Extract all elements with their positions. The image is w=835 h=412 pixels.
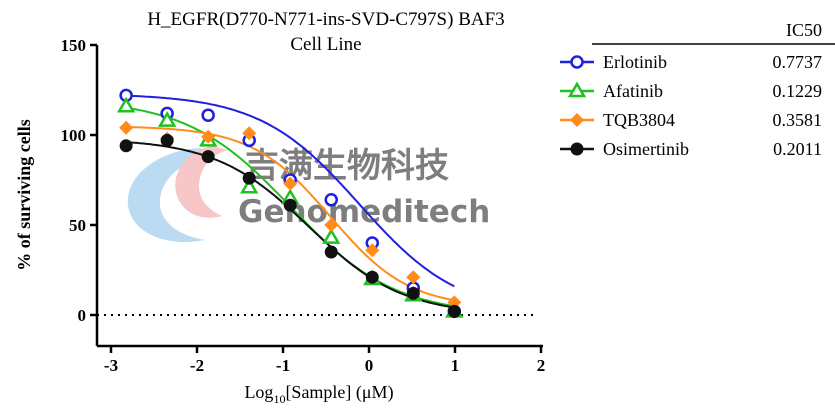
legend-label: Afatinib [603, 81, 663, 101]
x-axis-ticks: -3 -2 -1 0 1 2 [104, 346, 545, 375]
y-tick-label: 0 [78, 306, 87, 325]
watermark-logo-icon [127, 146, 228, 243]
x-tick-label: 2 [537, 356, 546, 375]
legend-ic50-value: 0.2011 [773, 139, 822, 159]
legend-marker-osimertinib [570, 142, 584, 156]
watermark-en-text: Genomeditech [238, 194, 490, 230]
data-point-osimertinib [242, 171, 256, 185]
data-point-osimertinib [324, 245, 338, 259]
x-tick-label: -3 [104, 356, 118, 375]
fit-curve-erlotinib [126, 94, 455, 288]
legend-label: TQB3804 [603, 110, 675, 130]
y-tick-label: 150 [61, 36, 87, 55]
data-points [116, 88, 464, 319]
data-point-osimertinib [365, 270, 379, 284]
data-point-osimertinib [406, 286, 420, 300]
data-point-tqb3804 [242, 126, 257, 141]
legend: IC50 Erlotinib 0.7737 Afatinib 0.1229 TQB380… [560, 20, 835, 159]
legend-label: Osimertinib [603, 139, 689, 159]
legend-marker-erlotinib [570, 55, 584, 69]
data-point-osimertinib [283, 198, 297, 212]
data-point-osimertinib [160, 133, 174, 147]
x-axis-label-suffix: [Sample] (μM) [285, 382, 393, 403]
data-point-tqb3804 [119, 120, 134, 135]
x-axis-label: Log10[Sample] (μM) [244, 382, 393, 406]
y-axis-label: % of surviving cells [14, 119, 34, 271]
data-point-osimertinib [119, 139, 133, 153]
data-point-afatinib [240, 177, 259, 194]
x-axis-label-subscript: 10 [273, 392, 285, 406]
data-point-afatinib [116, 96, 136, 113]
data-point-tqb3804 [201, 129, 216, 144]
legend-label: Erlotinib [603, 52, 667, 72]
chart-title-line2: Cell Line [290, 34, 361, 55]
data-point-osimertinib [201, 150, 215, 164]
y-tick-label: 100 [61, 126, 87, 145]
data-point-erlotinib [324, 193, 338, 207]
x-tick-label: 1 [451, 356, 460, 375]
legend-items: Erlotinib 0.7737 Afatinib 0.1229 TQB3804 0.35… [560, 52, 822, 159]
data-point-tqb3804 [283, 176, 298, 191]
data-point-tqb3804 [324, 218, 339, 232]
legend-marker-afatinib [567, 81, 587, 98]
data-point-tqb3804 [406, 270, 421, 285]
data-point-tqb3804 [447, 295, 462, 310]
data-point-osimertinib [447, 304, 461, 318]
chart-title-line1: H_EGFR(D770-N771-ins-SVD-C797S) BAF3 [147, 9, 504, 30]
data-point-afatinib [322, 228, 341, 244]
data-point-tqb3804 [365, 243, 380, 258]
data-point-afatinib [157, 111, 177, 127]
legend-ic50-value: 0.1229 [773, 81, 823, 101]
x-tick-label: -2 [190, 356, 204, 375]
x-tick-label: -1 [276, 356, 290, 375]
legend-header: IC50 [786, 20, 822, 40]
x-tick-label: 0 [365, 356, 374, 375]
data-point-erlotinib [201, 108, 215, 122]
legend-ic50-value: 0.3581 [773, 110, 823, 130]
legend-ic50-value: 0.7737 [773, 52, 823, 72]
legend-marker-tqb3804 [570, 113, 584, 127]
y-tick-label: 50 [69, 216, 86, 235]
x-axis-label-prefix: Log [244, 382, 273, 402]
watermark-cn-text: 吉满生物科技 [245, 146, 449, 186]
y-axis-ticks: 0 50 100 150 [61, 36, 97, 325]
